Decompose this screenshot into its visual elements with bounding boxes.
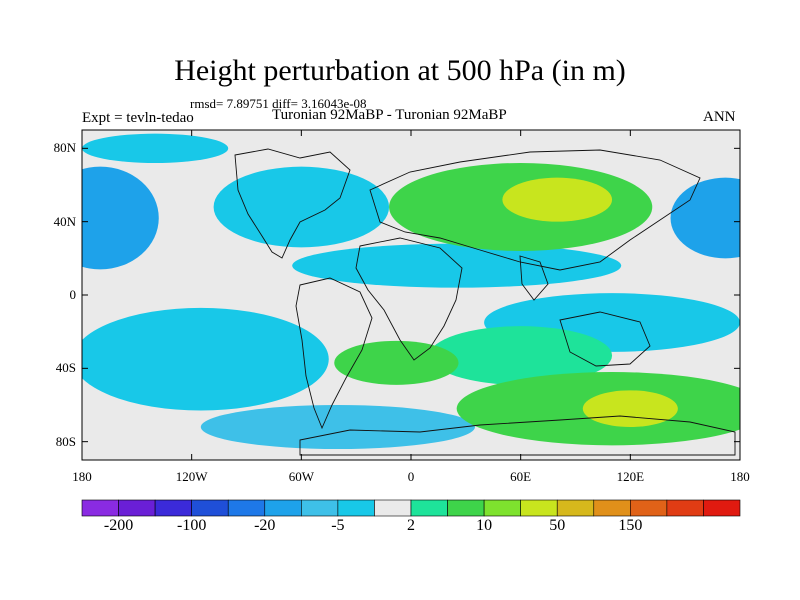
- stats-text: rmsd= 7.89751 diff= 3.16043e-08: [190, 96, 367, 111]
- field-region-13: [334, 340, 459, 385]
- colorbar-cell-11: [483, 499, 521, 517]
- colorbar-cell-15: [630, 499, 668, 517]
- lat-label-0: 80N: [53, 140, 76, 156]
- colorbar-label-4: 2: [407, 517, 415, 534]
- field-region-3: [82, 307, 329, 411]
- colorbar-label-3: -5: [331, 517, 345, 534]
- lon-label-0: 180: [72, 469, 92, 484]
- colorbar-cell-14: [593, 499, 631, 517]
- colorbar-cell-10: [447, 499, 485, 517]
- lon-label-1: 120W: [175, 469, 208, 484]
- colorbar-cell-4: [227, 499, 266, 517]
- field-region-9: [502, 177, 613, 222]
- lon-label-5: 120E: [616, 469, 645, 484]
- coastline-india: [519, 255, 549, 301]
- coastline-eurasia: [369, 149, 701, 271]
- experiment-name-label: Turonian 92MaBP - Turonian 92MaBP: [272, 107, 507, 123]
- colorbar-cell-6: [301, 499, 339, 517]
- colorbar-cell-8: [374, 499, 412, 517]
- lon-label-2: 60W: [288, 469, 314, 484]
- colorbar-label-0: -200: [103, 517, 134, 534]
- colorbar-cell-1: [118, 499, 156, 517]
- lat-label-1: 40N: [53, 213, 76, 229]
- colorbar-cell-2: [154, 499, 192, 517]
- colorbar-cell-12: [520, 499, 558, 517]
- coastline-antarctica: [299, 415, 736, 456]
- colorbar-cell-16: [666, 499, 704, 517]
- lat-label-3: 40S: [55, 360, 76, 376]
- season-label: ANN: [703, 109, 736, 125]
- experiment-id-label: Expt = tevln-tedao: [82, 110, 194, 126]
- axis-ticks: [81, 130, 741, 460]
- coastline-australia: [559, 311, 651, 367]
- colorbar-cell-0: [81, 499, 119, 517]
- colorbar-label-7: 150: [618, 517, 643, 534]
- colorbar-label-5: 10: [476, 517, 493, 534]
- colorbar-label-1: -100: [176, 517, 207, 534]
- colorbar-label-6: 50: [549, 517, 566, 534]
- height-field: [82, 133, 740, 449]
- coastline-south-america: [295, 277, 373, 430]
- field-region-2: [213, 166, 390, 248]
- colorbar-cell-13: [556, 499, 595, 517]
- lon-label-6: 180: [730, 469, 750, 484]
- lon-label-3: 0: [407, 469, 415, 484]
- map-title: Height perturbation at 500 hPa (in m): [174, 54, 626, 87]
- field-region-4: [200, 405, 475, 449]
- field-region-5: [292, 243, 622, 288]
- colorbar: [81, 499, 741, 517]
- lat-label-2: 0: [69, 287, 77, 302]
- colorbar-cell-5: [264, 499, 302, 517]
- coastline-north-america: [234, 148, 351, 259]
- colorbar-cell-7: [337, 499, 375, 517]
- field-region-6: [82, 133, 229, 163]
- colorbar-cell-17: [703, 499, 741, 517]
- lon-label-4: 60E: [510, 469, 532, 484]
- coastlines: [234, 148, 736, 456]
- field-region-12: [582, 390, 678, 427]
- colorbar-label-2: -20: [254, 517, 276, 534]
- colorbar-cell-3: [191, 499, 229, 517]
- lat-label-4: 80S: [55, 433, 76, 449]
- field-region-0: [82, 166, 159, 270]
- colorbar-cell-9: [410, 499, 448, 517]
- coastline-africa: [355, 237, 463, 361]
- field-region-1: [670, 177, 740, 259]
